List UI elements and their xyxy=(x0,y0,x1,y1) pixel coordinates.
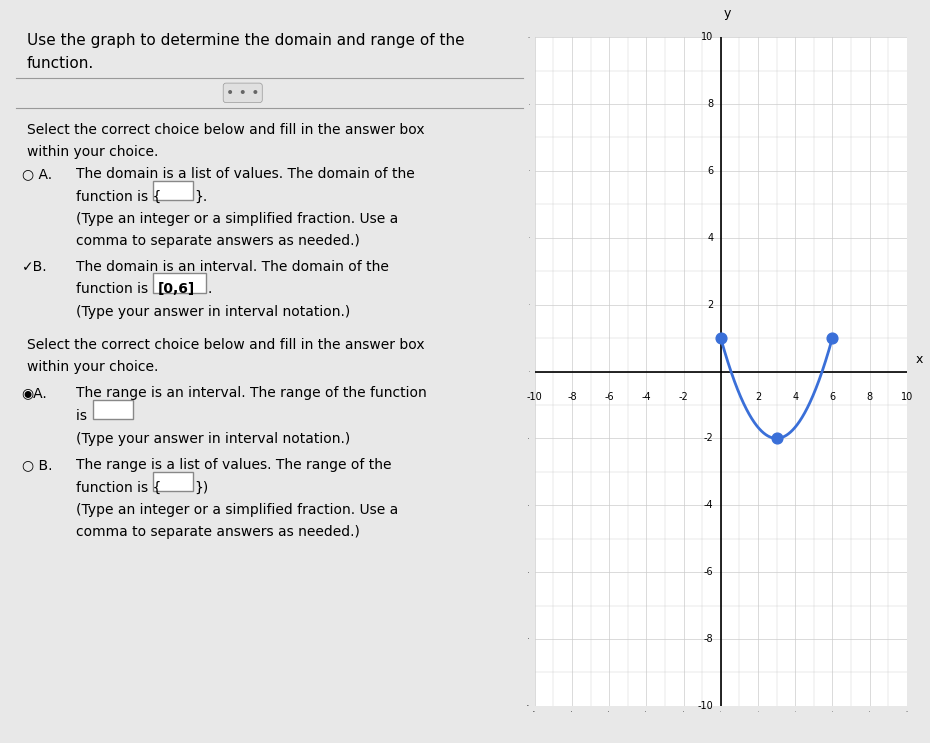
Text: }): }) xyxy=(194,481,208,495)
Point xyxy=(769,432,784,444)
Text: function is {: function is { xyxy=(75,481,161,495)
Text: (Type an integer or a simplified fraction. Use a: (Type an integer or a simplified fractio… xyxy=(75,503,398,517)
Text: -2: -2 xyxy=(679,392,688,401)
Point xyxy=(713,332,728,344)
Text: The domain is an interval. The domain of the: The domain is an interval. The domain of… xyxy=(75,260,389,274)
Text: function is {: function is { xyxy=(75,189,161,204)
Text: is: is xyxy=(75,409,91,423)
Text: 8: 8 xyxy=(707,99,713,109)
Text: [0,6]: [0,6] xyxy=(158,282,195,296)
Text: function is: function is xyxy=(75,282,152,296)
Text: 6: 6 xyxy=(830,392,835,401)
Text: y: y xyxy=(724,7,731,20)
Text: within your choice.: within your choice. xyxy=(27,360,158,374)
Text: -4: -4 xyxy=(642,392,651,401)
Text: -4: -4 xyxy=(704,500,713,510)
Text: }.: }. xyxy=(194,189,207,204)
Text: x: x xyxy=(916,354,923,366)
Text: 4: 4 xyxy=(792,392,798,401)
Text: (Type your answer in interval notation.): (Type your answer in interval notation.) xyxy=(75,432,350,447)
Text: -10: -10 xyxy=(698,701,713,711)
Text: • • •: • • • xyxy=(226,86,259,100)
Text: (Type your answer in interval notation.): (Type your answer in interval notation.) xyxy=(75,305,350,319)
Text: 10: 10 xyxy=(900,392,913,401)
Text: 6: 6 xyxy=(707,166,713,176)
Text: -6: -6 xyxy=(704,567,713,577)
Text: 8: 8 xyxy=(867,392,872,401)
Text: ○ A.: ○ A. xyxy=(21,167,52,181)
FancyBboxPatch shape xyxy=(93,400,133,419)
Text: -2: -2 xyxy=(704,433,713,444)
Text: comma to separate answers as needed.): comma to separate answers as needed.) xyxy=(75,234,359,248)
Text: -10: -10 xyxy=(527,392,542,401)
Text: -8: -8 xyxy=(704,634,713,644)
Point xyxy=(825,332,840,344)
Text: comma to separate answers as needed.): comma to separate answers as needed.) xyxy=(75,525,359,539)
Text: Use the graph to determine the domain and range of the: Use the graph to determine the domain an… xyxy=(27,33,465,48)
Text: function.: function. xyxy=(27,56,94,71)
Text: The range is an interval. The range of the function: The range is an interval. The range of t… xyxy=(75,386,426,400)
Text: 4: 4 xyxy=(707,233,713,243)
Text: -6: -6 xyxy=(604,392,614,401)
Text: -8: -8 xyxy=(567,392,577,401)
Text: 2: 2 xyxy=(707,299,713,310)
Text: Select the correct choice below and fill in the answer box: Select the correct choice below and fill… xyxy=(27,123,425,137)
Text: ◉A.: ◉A. xyxy=(21,386,47,400)
Text: (Type an integer or a simplified fraction. Use a: (Type an integer or a simplified fractio… xyxy=(75,212,398,226)
Text: ✓B.: ✓B. xyxy=(21,260,47,274)
FancyBboxPatch shape xyxy=(153,273,206,293)
Text: The domain is a list of values. The domain of the: The domain is a list of values. The doma… xyxy=(75,167,414,181)
FancyBboxPatch shape xyxy=(153,472,193,491)
Text: Select the correct choice below and fill in the answer box: Select the correct choice below and fill… xyxy=(27,338,425,352)
Text: within your choice.: within your choice. xyxy=(27,145,158,159)
Text: ○ B.: ○ B. xyxy=(21,458,52,473)
Text: 2: 2 xyxy=(755,392,761,401)
Text: The range is a list of values. The range of the: The range is a list of values. The range… xyxy=(75,458,391,473)
FancyBboxPatch shape xyxy=(153,181,193,200)
Text: 10: 10 xyxy=(701,32,713,42)
Text: .: . xyxy=(207,282,212,296)
